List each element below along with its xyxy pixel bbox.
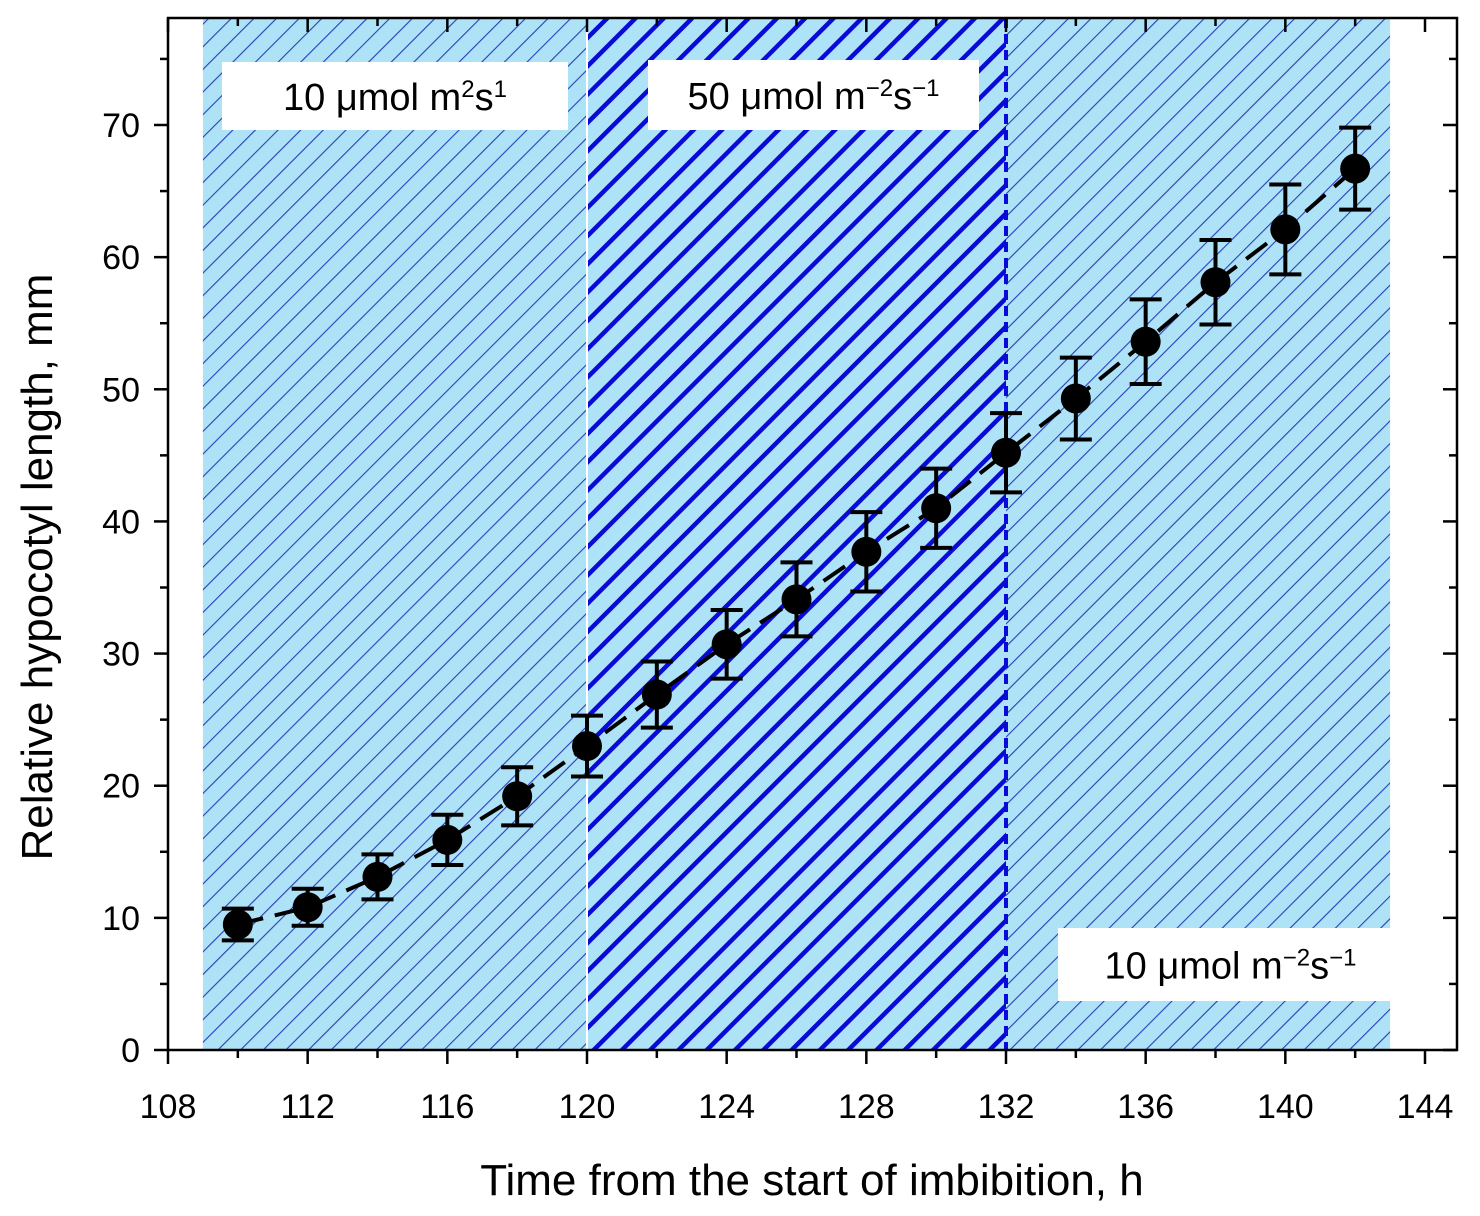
x-tick-label: 120 bbox=[559, 1088, 616, 1126]
x-tick-label: 132 bbox=[978, 1088, 1035, 1126]
region-label-box bbox=[1058, 928, 1403, 1001]
x-tick-label: 136 bbox=[1117, 1088, 1174, 1126]
data-point bbox=[432, 824, 463, 855]
region-label-text: 10 μmol m−2s−1 bbox=[1105, 944, 1357, 988]
region-low-0 bbox=[202, 18, 587, 1050]
data-point bbox=[781, 584, 812, 615]
y-tick-label: 70 bbox=[102, 107, 140, 145]
region-label-0: 10 μmol m2s1 bbox=[222, 62, 568, 130]
region-label-box bbox=[222, 62, 568, 130]
data-point bbox=[572, 731, 602, 762]
y-tick-label: 20 bbox=[102, 768, 140, 806]
axis-ticks bbox=[154, 18, 1457, 1064]
data-markers bbox=[222, 153, 1371, 940]
y-tick-label: 0 bbox=[121, 1032, 140, 1070]
region-low-2 bbox=[1006, 18, 1391, 1050]
x-tick-label: 124 bbox=[698, 1088, 755, 1126]
x-tick-label: 112 bbox=[281, 1088, 335, 1126]
region-label-box bbox=[648, 60, 979, 130]
data-point bbox=[1060, 383, 1091, 414]
region-label-text: 50 μmol m−2s−1 bbox=[688, 75, 940, 119]
region-label-text: 10 μmol m2s1 bbox=[283, 76, 507, 120]
data-point bbox=[641, 679, 672, 710]
data-point bbox=[1340, 153, 1371, 184]
x-tick-label: 144 bbox=[1397, 1088, 1454, 1126]
y-tick-label: 30 bbox=[102, 636, 140, 674]
data-point bbox=[851, 536, 882, 567]
region-label-1: 50 μmol m−2s−1 bbox=[648, 60, 979, 130]
data-point bbox=[1270, 214, 1301, 245]
data-point bbox=[1130, 326, 1161, 357]
y-tick-label: 40 bbox=[102, 503, 140, 541]
data-point bbox=[502, 781, 533, 812]
y-axis-label: Relative hypocotyl length, mm bbox=[13, 274, 62, 861]
data-point bbox=[222, 909, 253, 940]
data-point bbox=[362, 861, 393, 892]
y-tick-label: 10 bbox=[102, 900, 140, 938]
data-point bbox=[921, 493, 952, 524]
plot-frame bbox=[166, 16, 1459, 1052]
region-labels: 10 μmol m2s1 50 μmol m−2s−1 10 μmol m−2s−1 bbox=[222, 60, 1403, 1001]
tick-labels: 108 112 116 120 124 128 132 136 140 144 0 10 20 30 40 5… bbox=[102, 107, 1453, 1126]
x-tick-label: 108 bbox=[140, 1088, 197, 1126]
region-separators bbox=[586, 18, 1008, 1050]
region-label-2: 10 μmol m−2s−1 bbox=[1058, 928, 1403, 1001]
x-axis-label: Time from the start of imbibition, h bbox=[480, 1156, 1143, 1205]
region-high-1 bbox=[587, 18, 1006, 1050]
illumination-regions bbox=[202, 18, 1391, 1050]
data-point bbox=[292, 892, 323, 923]
data-point bbox=[711, 629, 742, 660]
x-tick-label: 116 bbox=[420, 1088, 474, 1126]
y-tick-label: 60 bbox=[102, 239, 140, 277]
x-tick-label: 128 bbox=[838, 1088, 895, 1126]
y-tick-label: 50 bbox=[102, 371, 140, 409]
data-point bbox=[1200, 267, 1231, 298]
x-tick-label: 140 bbox=[1257, 1088, 1314, 1126]
data-point bbox=[991, 437, 1021, 468]
